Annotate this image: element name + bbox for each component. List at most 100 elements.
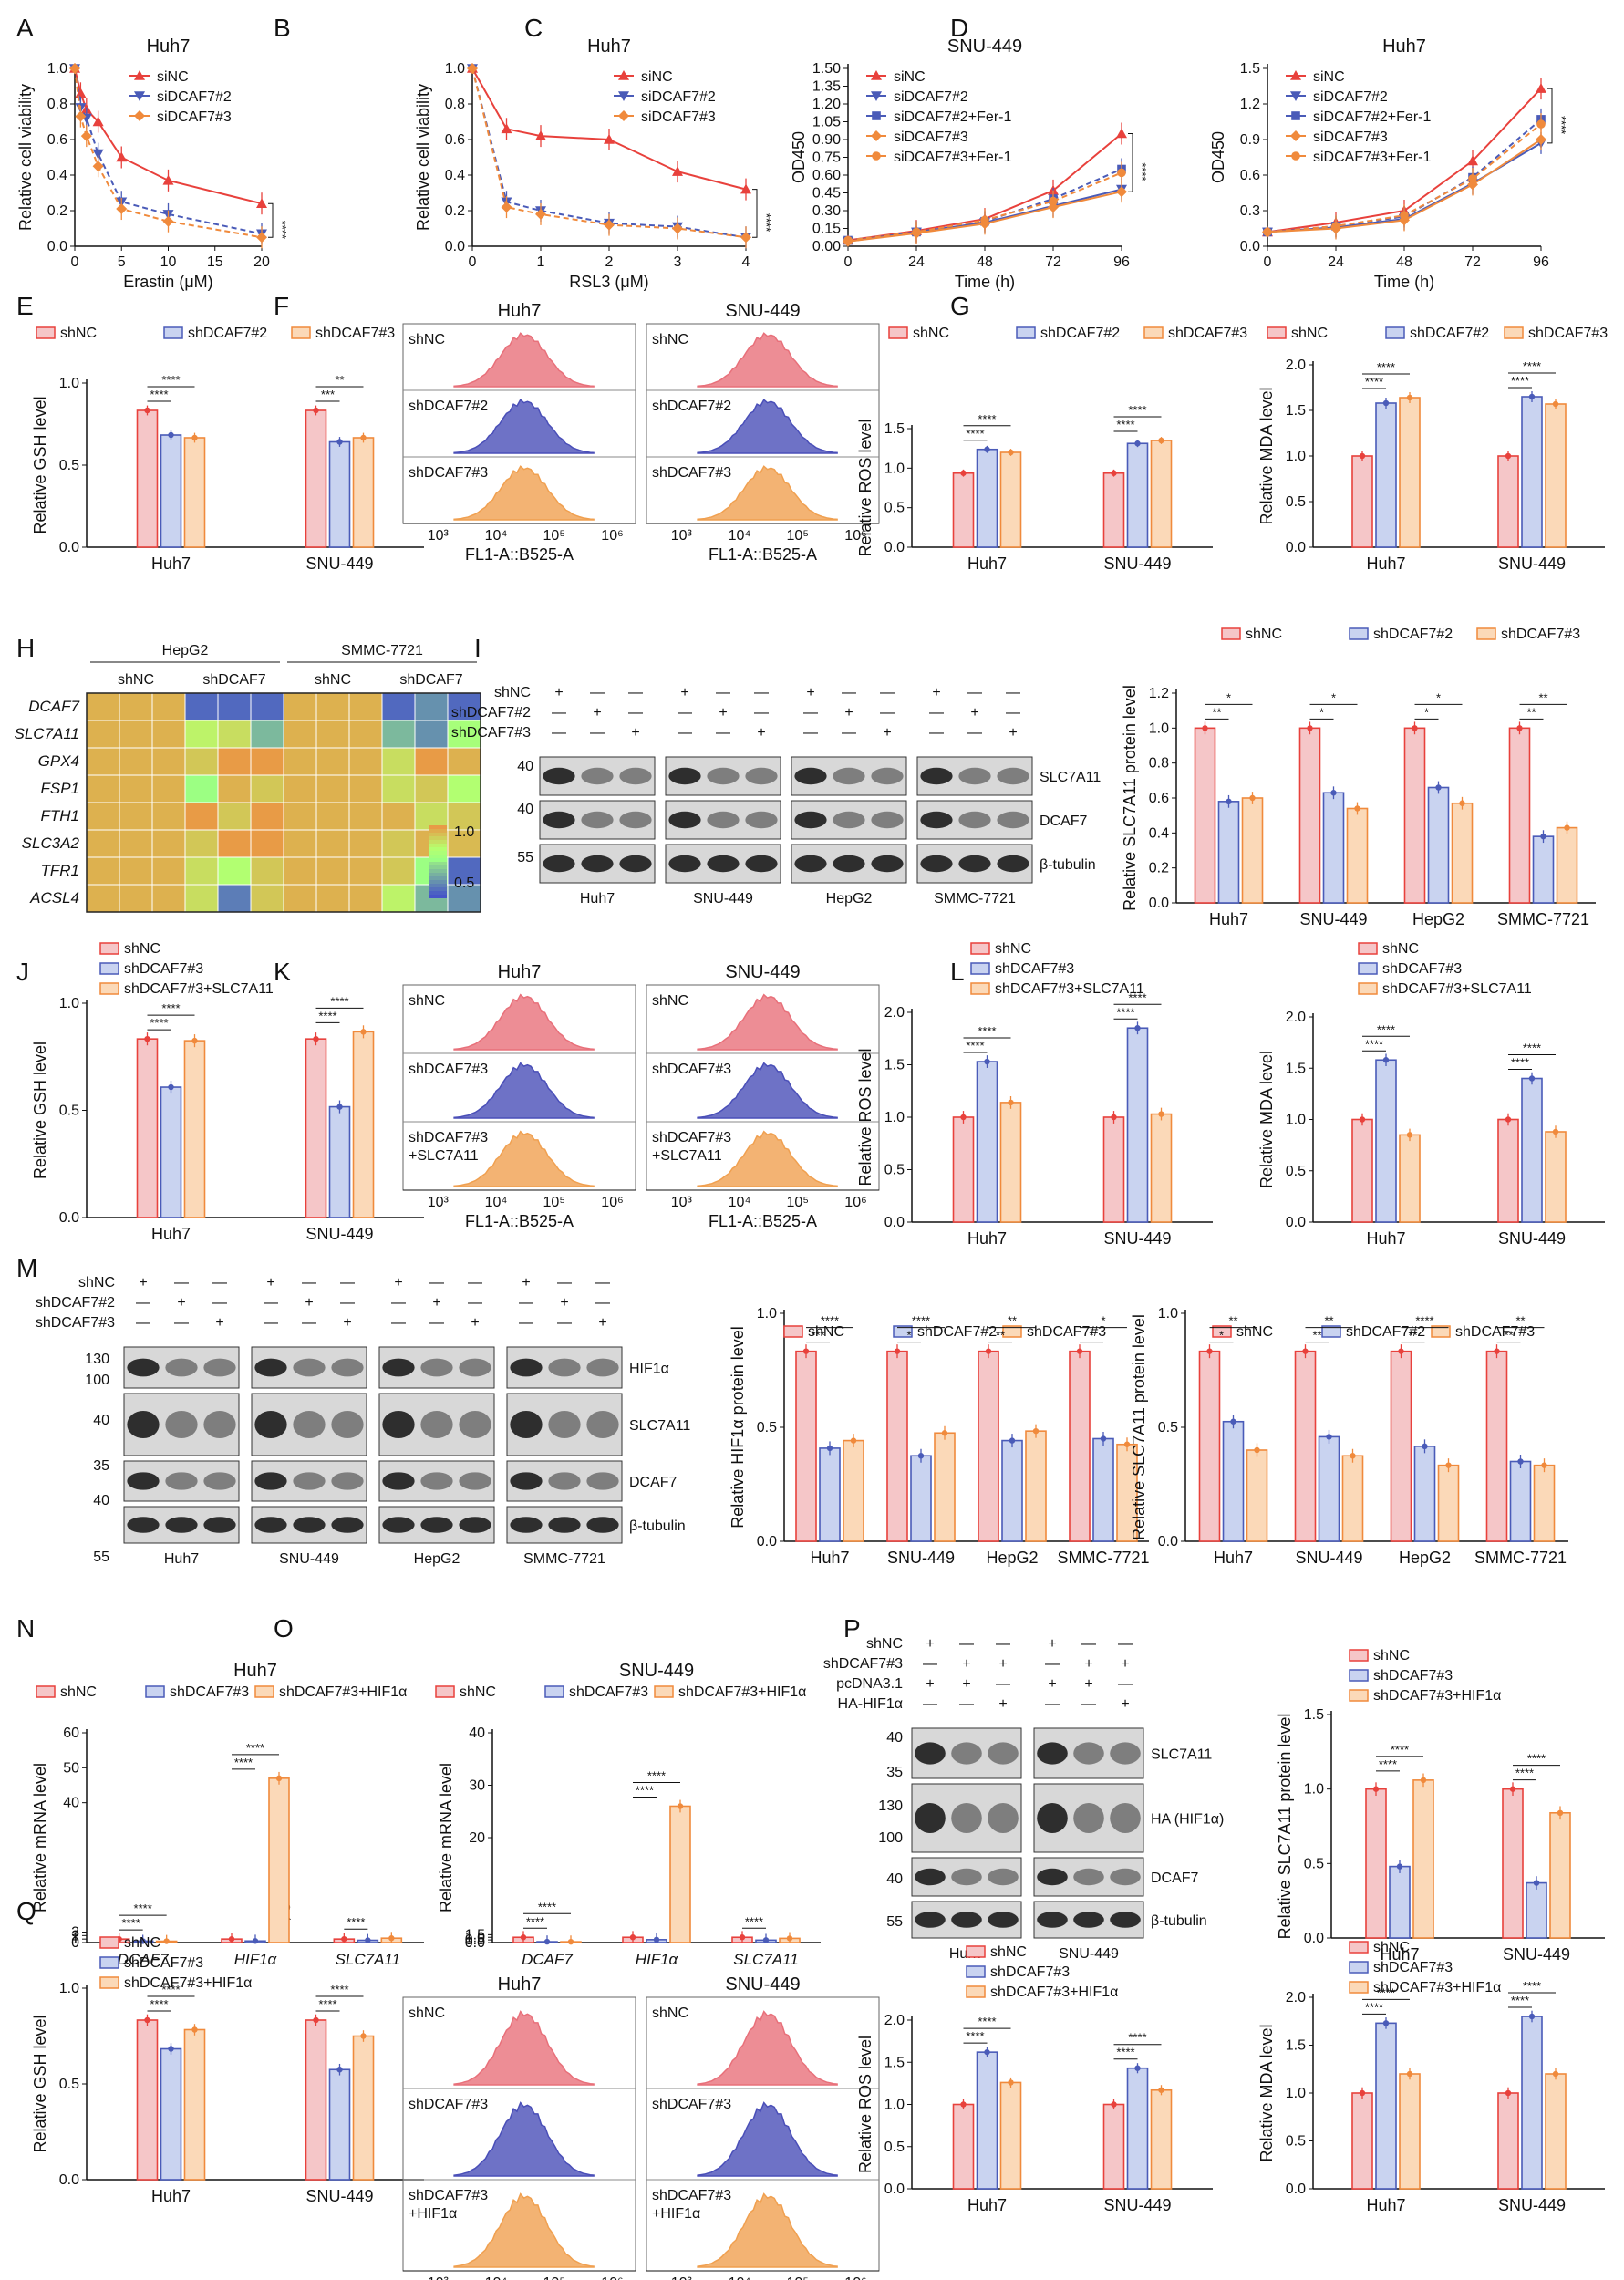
sig-label: **** [1116,418,1134,431]
bar [1318,1435,1340,1542]
histogram [697,332,838,388]
blot-band-label: DCAF7 [1151,1871,1199,1886]
histogram [453,399,595,454]
blot-band [581,811,614,829]
data-point [1400,211,1409,220]
bar [305,1038,327,1218]
heatmap-frame [86,692,481,913]
dot [1459,800,1465,806]
blot-sign: — [212,1295,227,1311]
heatmap-cell [217,774,252,803]
chart-title: Huh7 [147,36,191,57]
y-tick-label: 0.0 [445,239,465,254]
blot-sign: + [757,725,765,741]
y-axis-label: Relative SLC7A11 protein level [1121,685,1139,911]
sig-label: **** [1365,2000,1383,2014]
heatmap-cell [283,747,317,776]
heatmap-row-label: ACSL4 [29,889,79,907]
dot [313,1035,319,1042]
legend-label: shNC [1291,326,1328,341]
sig-label: **** [1527,1752,1546,1766]
x-tick-label: 3 [674,254,682,270]
sig-label: **** [1377,1985,1395,1999]
y-tick-label: 0.5 [59,458,79,473]
bar [1222,1420,1245,1542]
blot-sign: + [970,705,978,720]
dot [1076,1348,1083,1354]
blot-sign: + [806,685,814,700]
dot [520,1934,527,1941]
blot-band [619,811,652,829]
y-tick-label: 2 [71,1928,79,1943]
dot [360,1029,367,1035]
y-tick-label: 1.0 [445,61,465,77]
sig-bracket [752,189,758,238]
blot-band [668,855,701,873]
bar [795,1350,817,1542]
heatmap-cell [315,720,350,749]
blot-sign: — [557,1315,572,1331]
legend-label: siNC [894,69,926,85]
blot-sign: + [1121,1656,1129,1672]
y-tick-label: 0.5 [59,2077,79,2092]
x-tick-label: 48 [1396,254,1412,270]
histogram [697,399,838,454]
blot-sign: — [754,685,769,700]
x-axis-label: Time (h) [955,273,1015,291]
blot-band [668,811,701,829]
heatmap-cell [348,747,383,776]
legend: shNC shDCAF7#3 shDCAF7#3+HIF1α [1349,1648,1501,1704]
legend: shNC shDCAF7#2 shDCAF7#3 [1267,326,1608,341]
dot [1509,1786,1516,1792]
dot [341,1935,347,1943]
bar [1025,1430,1047,1542]
dot [1202,725,1208,731]
legend-label: shNC [808,1324,844,1340]
legend-label: shDCAF7#3 [990,1964,1070,1980]
blot-band [581,855,614,873]
heatmap-cell [447,856,481,886]
bar [843,1439,864,1542]
y-tick-label: 0.0 [1240,239,1260,254]
bar [1375,1059,1397,1223]
y-tick-label: 30 [469,1778,485,1794]
chart-title: Huh7 [587,36,631,57]
blot-band [920,855,953,873]
flow-row-label: +SLC7A11 [409,1148,479,1164]
heatmap-cell [381,774,416,803]
data-point [116,203,128,215]
data-point [162,174,174,185]
blot-band [1037,1742,1068,1765]
bar [952,472,975,548]
flow-panel-f: Huh7 shNC shDCAF7#2 shDCAF7#3 10³ 10⁴ 10⁵ 10⁶ FL… [402,301,880,564]
dot [1406,2070,1413,2078]
flow-row-label: shDCAF7#2 [652,399,731,414]
heatmap-cell [250,774,284,803]
y-tick-label: 0.15 [812,222,841,237]
dot [1435,784,1442,791]
heatmap-cell [414,692,449,721]
sig-label: *** [811,1329,824,1342]
sig-label: **** [150,1997,168,2011]
data-point [1049,196,1058,206]
legend-swatch [1349,1941,1369,1954]
sig-label: **** [966,2029,984,2043]
bar [1375,402,1397,548]
data-point [134,91,145,101]
blot-band [203,1358,236,1377]
data-point [740,183,751,194]
x-category-label: SNU-449 [1498,2196,1566,2214]
dot [191,2026,198,2033]
blot-sign: — [519,1295,533,1311]
sig-label: **** [1391,1743,1409,1757]
blot-sign: — [174,1315,189,1331]
x-category-label: Huh7 [810,1549,849,1567]
dot [1494,1348,1500,1354]
blot-band [127,1472,160,1490]
data-point [134,110,145,121]
y-axis-label: Relative GSH level [31,396,49,534]
blot-cell-label: SMMC-7721 [523,1551,605,1567]
blot-band [1110,1803,1141,1833]
blot-condition-label: shNC [494,685,531,700]
